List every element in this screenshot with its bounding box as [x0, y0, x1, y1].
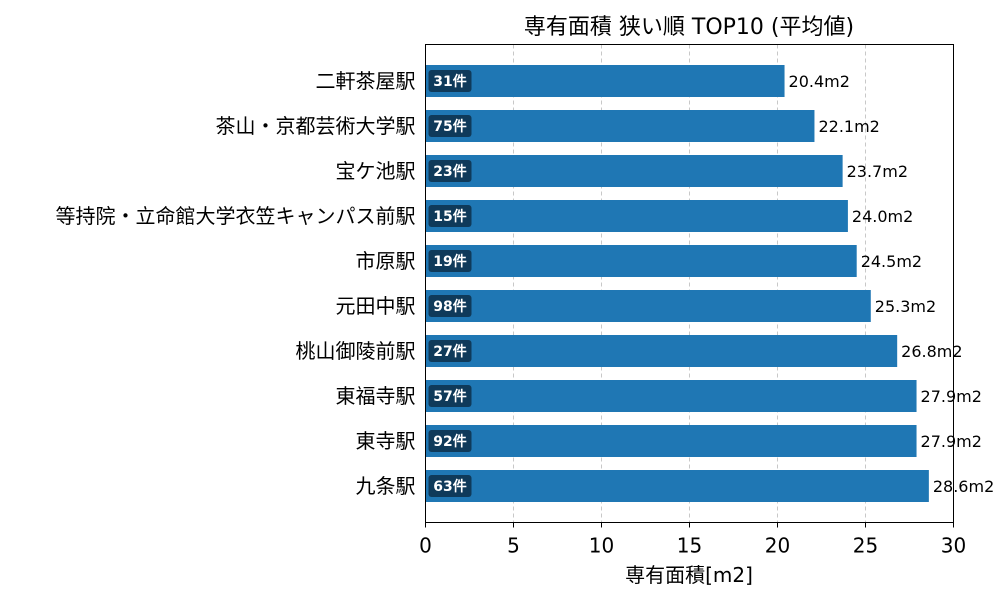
category-label: 東福寺駅: [336, 384, 416, 408]
bar: [425, 200, 848, 232]
count-label: 75件: [433, 118, 466, 135]
x-axis: 0 5 10 15 20 25 30: [419, 522, 966, 558]
category-label: 等持院・立命館大学衣笠キャンパス前駅: [56, 204, 416, 228]
value-label: 20.4m2: [789, 72, 850, 91]
category-label: 元田中駅: [336, 294, 416, 318]
bar: [425, 380, 917, 412]
count-label: 63件: [433, 478, 466, 495]
count-label: 92件: [433, 433, 466, 450]
x-axis-label: 専有面積[m2]: [625, 563, 753, 587]
value-label: 27.9m2: [921, 387, 982, 406]
count-badge: [428, 295, 472, 317]
value-label: 25.3m2: [875, 297, 936, 316]
category-label: 二軒茶屋駅: [316, 69, 416, 93]
value-label: 23.7m2: [847, 162, 908, 181]
count-label: 27件: [433, 343, 466, 360]
bar: [425, 470, 929, 502]
value-label: 27.9m2: [921, 432, 982, 451]
value-label: 22.1m2: [818, 117, 879, 136]
count-label: 57件: [433, 388, 466, 405]
category-label: 市原駅: [356, 249, 416, 273]
count-badge: [428, 340, 472, 362]
x-tick-label: 5: [507, 534, 520, 558]
value-label: 26.8m2: [901, 342, 962, 361]
bar: [425, 155, 843, 187]
x-tick-label: 15: [677, 534, 702, 558]
x-tick-label: 20: [765, 534, 790, 558]
count-label: 19件: [433, 253, 466, 270]
category-label: 宝ケ池駅: [336, 159, 416, 183]
chart-title: 専有面積 狭い順 TOP10 (平均値): [524, 15, 854, 40]
bar: [425, 425, 917, 457]
x-tick-label: 10: [589, 534, 614, 558]
bar: [425, 65, 785, 97]
bar: [425, 290, 871, 322]
value-label: 24.0m2: [852, 207, 913, 226]
bar: [425, 110, 815, 142]
x-tick-label: 30: [941, 534, 966, 558]
count-label: 98件: [433, 298, 466, 315]
count-label: 31件: [433, 73, 466, 90]
count-badge: [428, 475, 472, 497]
x-tick-label: 0: [419, 534, 432, 558]
count-badge: [428, 115, 472, 137]
count-badge: [428, 160, 472, 182]
category-label: 桃山御陵前駅: [296, 339, 416, 363]
category-label: 東寺駅: [356, 429, 416, 453]
count-badge: [428, 70, 472, 92]
category-label: 九条駅: [356, 474, 416, 498]
bars-layer: 二軒茶屋駅 31件 20.4m2 茶山・京都芸術大学駅 75件 22.1m2 宝ケ池駅 23件…: [56, 65, 994, 502]
bar: [425, 335, 898, 367]
count-badge: [428, 385, 472, 407]
value-label: 28.6m2: [933, 477, 994, 496]
x-tick-label: 25: [853, 534, 878, 558]
count-badge: [428, 250, 472, 272]
value-label: 24.5m2: [861, 252, 922, 271]
count-label: 15件: [433, 208, 466, 225]
count-badge: [428, 205, 472, 227]
count-label: 23件: [433, 163, 466, 180]
category-label: 茶山・京都芸術大学駅: [216, 114, 416, 138]
count-badge: [428, 430, 472, 452]
bar: [425, 245, 857, 277]
